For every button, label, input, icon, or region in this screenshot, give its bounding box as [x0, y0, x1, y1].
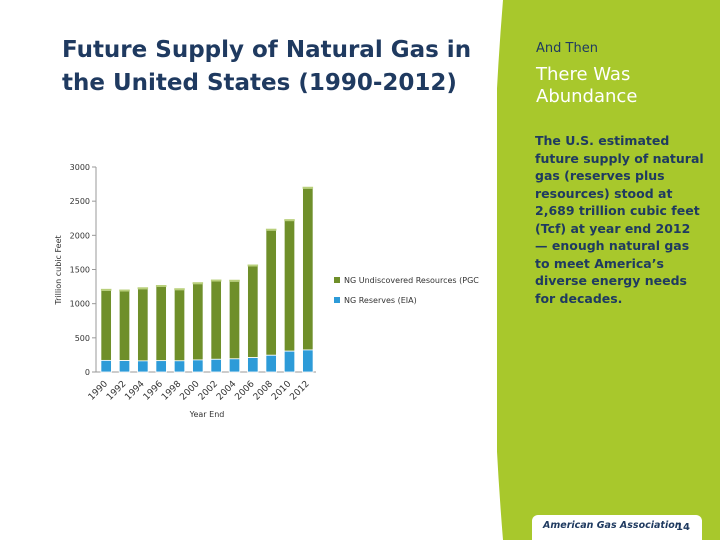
bar-reserves-2008 [265, 354, 277, 373]
footer-bar [532, 515, 702, 540]
legend-label: NG Reserves (EIA) [344, 296, 417, 305]
x-axis: 1990199219941996199820002002200420062008… [87, 379, 312, 402]
y-tick-label: 0 [85, 368, 90, 377]
bar-undiscovered-2004 [228, 280, 241, 360]
x-tick-label: 2008 [252, 379, 275, 402]
bar-top-highlight-1994 [137, 287, 149, 290]
bar-top-highlight-2012 [302, 186, 314, 189]
bar-top-highlight-2002 [210, 279, 222, 282]
bar-reserves-1992 [118, 360, 131, 373]
y-tick-label: 3000 [70, 163, 90, 172]
bar-top-highlight-1992 [119, 289, 130, 292]
bar-reserves-1990 [100, 359, 112, 373]
bar-undiscovered-1998 [173, 289, 186, 362]
bar-top-highlight-2010 [284, 219, 295, 222]
legend-swatch [334, 297, 340, 303]
bar-reserves-2000 [192, 359, 204, 373]
aga-logo: American Gas Association [543, 520, 682, 531]
side-panel [477, 0, 720, 540]
bar-undiscovered-1994 [137, 288, 149, 362]
y-axis-label: Trillion cubic Feet [54, 235, 63, 305]
bar-undiscovered-2012 [302, 187, 314, 351]
legend-swatch [334, 277, 340, 283]
x-tick-label: 2012 [288, 379, 311, 402]
panel-body-text: The U.S. estimated future supply of natu… [535, 133, 704, 306]
bar-undiscovered-2008 [265, 229, 277, 356]
x-tick-label: 1992 [105, 379, 128, 402]
legend: NG Undiscovered Resources (PGC NG Reserve… [334, 276, 479, 305]
bar-undiscovered-2010 [283, 220, 296, 352]
x-axis-label: Year End [189, 410, 225, 419]
chart-area: 0 500 1000 1500 2000 2500 3000 1990 1992 1994 199… [0, 150, 500, 440]
x-tick-label: 1996 [142, 379, 165, 402]
bar-undiscovered-1992 [118, 290, 131, 361]
bar-undiscovered-1990 [100, 289, 112, 361]
x-tick-label: 2002 [197, 379, 220, 402]
bar-top-highlight-1996 [155, 285, 167, 288]
x-tick-label: 1998 [160, 379, 183, 402]
x-tick-label: 2006 [233, 379, 256, 402]
bars [100, 186, 314, 373]
bar-top-highlight-1990 [100, 288, 112, 291]
panel-kicker: And Then [536, 41, 598, 56]
x-tick-label: 2010 [270, 379, 293, 402]
x-tick-label: 2004 [215, 379, 238, 402]
bar-top-highlight-2008 [265, 228, 277, 231]
bar-reserves-2006 [247, 357, 259, 373]
bar-reserves-2012 [302, 349, 314, 373]
y-tick-label: 1500 [70, 266, 90, 275]
x-tick-label: 1990 [87, 379, 110, 402]
y-tick-label: 500 [75, 334, 90, 343]
panel-curve-decoration [477, 0, 503, 540]
y-tick-label: 1000 [70, 300, 90, 309]
y-tick-label: 2000 [70, 231, 90, 240]
y-tick-label: 2500 [70, 197, 90, 206]
x-tick-label: 1994 [123, 379, 146, 402]
bar-reserves-1994 [137, 360, 149, 373]
bar-undiscovered-2006 [247, 265, 259, 358]
bar-reserves-1998 [173, 360, 186, 373]
bar-reserves-2004 [228, 358, 241, 373]
bar-reserves-2002 [210, 358, 222, 373]
bar-top-highlight-2000 [192, 282, 204, 285]
bar-top-highlight-1998 [174, 288, 185, 291]
slide-title: Future Supply of Natural Gas in the Unit… [62, 37, 472, 96]
bar-undiscovered-2002 [210, 280, 222, 360]
bar-top-highlight-2006 [247, 264, 259, 267]
page-number: 14 [676, 522, 690, 533]
bar-undiscovered-2000 [192, 283, 204, 361]
bar-undiscovered-1996 [155, 286, 167, 362]
bar-reserves-1996 [155, 360, 167, 373]
x-tick-label: 2000 [178, 379, 201, 402]
bar-reserves-2010 [283, 350, 296, 373]
bar-top-highlight-2004 [229, 279, 240, 282]
y-axis: 0 500 1000 1500 2000 2500 3000 [70, 163, 316, 377]
panel-heading: There Was Abundance [536, 64, 638, 107]
legend-label: NG Undiscovered Resources (PGC [344, 276, 479, 285]
